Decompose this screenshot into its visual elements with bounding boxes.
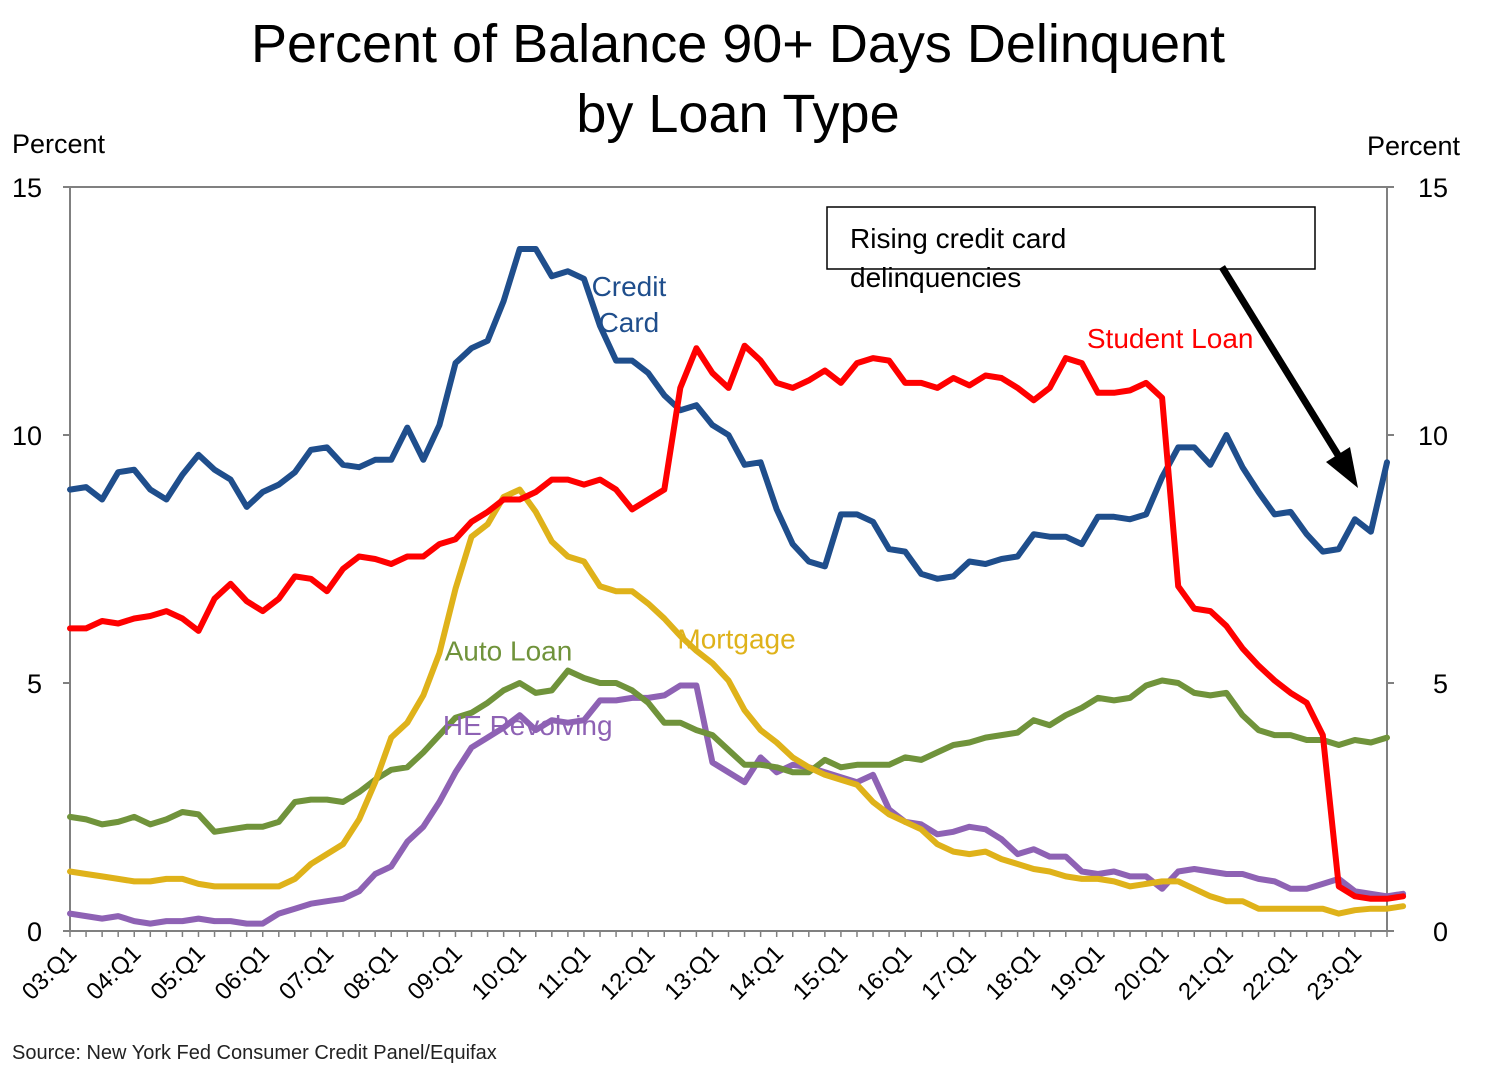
x-tick-label: 06:Q1 bbox=[210, 940, 275, 1005]
annotation-arrow-head bbox=[1326, 447, 1358, 488]
x-tick-label: 22:Q1 bbox=[1238, 940, 1303, 1005]
x-tick-label: 10:Q1 bbox=[467, 940, 532, 1005]
series-label-mortgage: Mortgage bbox=[677, 623, 795, 654]
x-tick-label: 12:Q1 bbox=[595, 940, 660, 1005]
y-tick-label-right: 0 bbox=[1433, 917, 1448, 947]
annotation: Rising credit card delinquencies bbox=[826, 206, 1358, 488]
y-tick-label-left: 5 bbox=[27, 669, 42, 699]
x-tick-label: 14:Q1 bbox=[724, 940, 789, 1005]
chart-title-line-2: by Loan Type bbox=[576, 84, 899, 144]
series-line-he-revolving bbox=[67, 682, 1407, 927]
x-tick-label: 07:Q1 bbox=[274, 940, 339, 1005]
y-tick-label-left: 0 bbox=[27, 917, 42, 947]
x-tick-label: 23:Q1 bbox=[1302, 940, 1367, 1005]
series-label-credit-card: Credit bbox=[592, 271, 667, 302]
y-tick-label-right: 10 bbox=[1418, 421, 1448, 451]
x-tick-label: 04:Q1 bbox=[81, 940, 146, 1005]
x-tick-label: 09:Q1 bbox=[402, 940, 467, 1005]
x-tick-label: 20:Q1 bbox=[1109, 940, 1174, 1005]
x-tick-label: 19:Q1 bbox=[1045, 940, 1110, 1005]
x-tick-label: 03:Q1 bbox=[17, 940, 82, 1005]
series-label-he-revolving: HE Revolving bbox=[443, 710, 613, 741]
chart-title-line-1: Percent of Balance 90+ Days Delinquent bbox=[251, 14, 1225, 74]
annotation-arrow-shaft bbox=[1219, 265, 1341, 457]
y-axis-title-right: Percent bbox=[1367, 131, 1461, 161]
series-line-auto-loan bbox=[67, 667, 1390, 835]
x-tick-label: 21:Q1 bbox=[1173, 940, 1238, 1005]
y-tick-label-left: 15 bbox=[12, 173, 42, 203]
y-axis-title-left: Percent bbox=[12, 129, 106, 159]
y-tick-label-right: 15 bbox=[1418, 173, 1448, 203]
x-tick-label: 13:Q1 bbox=[659, 940, 724, 1005]
y-tick-label-left: 10 bbox=[12, 421, 42, 451]
x-tick-label: 11:Q1 bbox=[532, 940, 596, 1004]
annotation-text-line-2: delinquencies bbox=[850, 262, 1021, 293]
source-note: Source: New York Fed Consumer Credit Pan… bbox=[12, 1042, 497, 1064]
series-line-student-loan bbox=[67, 342, 1407, 902]
y-tick-label-right: 5 bbox=[1433, 669, 1448, 699]
x-tick-label: 18:Q1 bbox=[981, 940, 1046, 1005]
series-line-mortgage bbox=[67, 486, 1407, 917]
x-tick-label: 15:Q1 bbox=[788, 940, 853, 1005]
plot-area bbox=[69, 186, 1388, 932]
series-label-student-loan: Student Loan bbox=[1087, 323, 1254, 354]
annotation-box bbox=[826, 206, 1316, 270]
series-label-credit-card: Card bbox=[599, 307, 660, 338]
x-tick-label: 05:Q1 bbox=[145, 940, 210, 1005]
series-label-auto-loan: Auto Loan bbox=[445, 636, 573, 667]
annotation-text-line-1: Rising credit card bbox=[850, 223, 1066, 254]
x-tick-label: 16:Q1 bbox=[852, 940, 917, 1005]
x-tick-label: 08:Q1 bbox=[338, 940, 403, 1005]
series-line-credit-card bbox=[67, 246, 1390, 582]
x-tick-label: 17:Q1 bbox=[916, 940, 981, 1005]
